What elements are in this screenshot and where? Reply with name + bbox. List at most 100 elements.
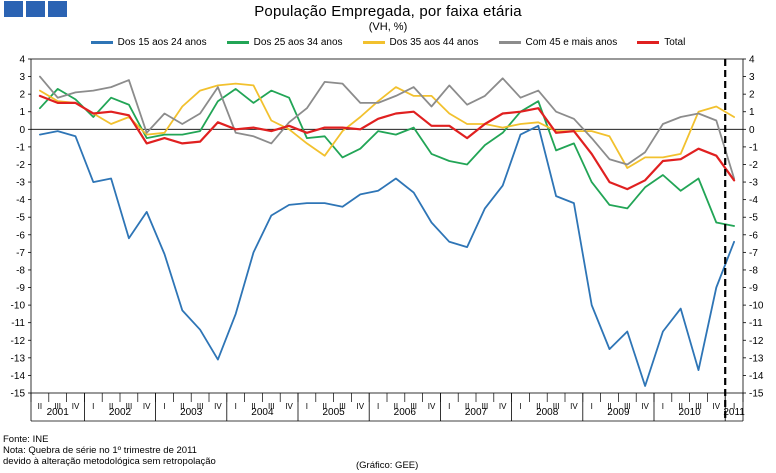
quarter-label: III (695, 402, 702, 411)
y-tick-label-left: -8 (16, 265, 25, 276)
quarter-label: I (448, 402, 450, 411)
quarter-label: II (678, 402, 682, 411)
break-note-detail: devido à alteração metodológica sem retr… (3, 456, 216, 467)
chart-credit: (Gráfico: GEE) (356, 460, 419, 471)
y-tick-label-right: 0 (749, 125, 755, 136)
logo-square (48, 1, 67, 17)
y-tick-label-right: -8 (749, 265, 758, 276)
y-tick-label-left: -14 (11, 371, 26, 382)
quarter-label: II (536, 402, 540, 411)
quarter-label: II (109, 402, 113, 411)
legend-swatch (226, 41, 249, 44)
chart-notes: Fonte: INE Nota: Quebra de série no 1º t… (3, 434, 216, 467)
quarter-label: IV (713, 402, 721, 411)
y-tick-label-left: -9 (16, 283, 25, 294)
y-tick-label-left: -1 (16, 142, 25, 153)
quarter-label: II (180, 402, 184, 411)
legend-item: Total (637, 37, 685, 48)
legend-label: Total (664, 37, 686, 48)
y-tick-label-left: 0 (19, 125, 25, 136)
year-label: 2004 (251, 407, 274, 418)
y-tick-label-left: 3 (19, 72, 25, 83)
y-tick-label-right: -11 (749, 318, 763, 329)
y-tick-label-right: -3 (749, 178, 758, 189)
quarter-label: III (482, 402, 489, 411)
quarter-label: III (410, 402, 417, 411)
year-label: 2002 (109, 407, 132, 418)
y-tick-label-left: -6 (16, 230, 25, 241)
legend-label: Com 45 e mais anos (525, 37, 618, 48)
legend-item: Com 45 e mais anos (498, 37, 618, 48)
year-label: 2006 (394, 407, 417, 418)
legend-swatch (637, 41, 660, 44)
y-tick-label-right: -14 (749, 371, 764, 382)
break-note: Nota: Quebra de série no 1º trimestre de… (3, 445, 197, 456)
quarter-label: IV (214, 402, 222, 411)
y-tick-label-right: -12 (749, 336, 764, 347)
y-tick-label-right: -7 (749, 248, 758, 259)
logo-square (26, 1, 45, 17)
quarter-label: I (92, 402, 94, 411)
y-tick-label-left: -4 (16, 195, 25, 206)
y-tick-label-right: 4 (749, 55, 755, 66)
y-tick-label-right: 2 (749, 90, 755, 101)
y-tick-label-right: -2 (749, 160, 758, 171)
y-tick-label-right: -10 (749, 301, 764, 312)
legend-swatch (498, 41, 521, 44)
quarter-label: I (235, 402, 237, 411)
quarter-label: IV (641, 402, 649, 411)
y-tick-label-right: 1 (749, 107, 755, 118)
y-tick-label-left: -15 (11, 389, 26, 400)
y-tick-label-left: -3 (16, 178, 25, 189)
legend-label: Dos 15 aos 24 anos (117, 37, 207, 48)
series-line (39, 88, 735, 227)
y-tick-label-left: -13 (11, 353, 26, 364)
legend-item: Dos 25 aos 34 anos (226, 37, 343, 48)
series-line (38, 94, 736, 191)
year-label: 2003 (180, 407, 203, 418)
y-tick-label-right: 3 (749, 72, 755, 83)
quarter-label: IV (143, 402, 151, 411)
quarter-label: I (591, 402, 593, 411)
y-tick-label-right: -4 (749, 195, 758, 206)
y-tick-label-left: -12 (11, 336, 26, 347)
legend-label: Dos 35 aos 44 anos (389, 37, 479, 48)
y-tick-label-right: -9 (749, 283, 758, 294)
quarter-label: II (607, 402, 611, 411)
y-tick-label-left: 4 (19, 55, 25, 66)
quarter-label: II (465, 402, 469, 411)
quarter-label: I (163, 402, 165, 411)
y-tick-label-left: -2 (16, 160, 25, 171)
year-label: 2009 (607, 407, 630, 418)
quarter-label: I (519, 402, 521, 411)
y-tick-label-left: -10 (11, 301, 26, 312)
year-label: 2005 (322, 407, 345, 418)
quarter-label: II (322, 402, 326, 411)
quarter-label: I (733, 402, 735, 411)
quarter-label: IV (499, 402, 507, 411)
logo-square (4, 1, 23, 17)
legend-swatch (362, 41, 385, 44)
quarter-label: IV (570, 402, 578, 411)
y-tick-label-right: -6 (749, 230, 758, 241)
series-line (39, 82, 735, 169)
source-note: Fonte: INE (3, 434, 49, 445)
y-tick-label-left: -7 (16, 248, 25, 259)
quarter-label: III (197, 402, 204, 411)
quarter-label: III (553, 402, 560, 411)
y-tick-label-right: -13 (749, 353, 764, 364)
quarter-label: I (662, 402, 664, 411)
y-tick-label-left: 1 (19, 107, 25, 118)
quarter-label: IV (357, 402, 365, 411)
quarter-label: III (624, 402, 631, 411)
legend-item: Dos 15 aos 24 anos (90, 37, 207, 48)
legend-swatch (90, 41, 113, 44)
legend-label: Dos 25 aos 34 anos (253, 37, 343, 48)
y-tick-label-right: -1 (749, 142, 758, 153)
year-label: 2008 (536, 407, 559, 418)
chart-subtitle: (VH, %) (368, 21, 408, 33)
chart-legend: Dos 15 aos 24 anos Dos 25 aos 34 anos Do… (0, 37, 776, 48)
year-label: 2011 (723, 407, 745, 418)
quarter-label: II (394, 402, 398, 411)
year-label: 2010 (678, 407, 701, 418)
